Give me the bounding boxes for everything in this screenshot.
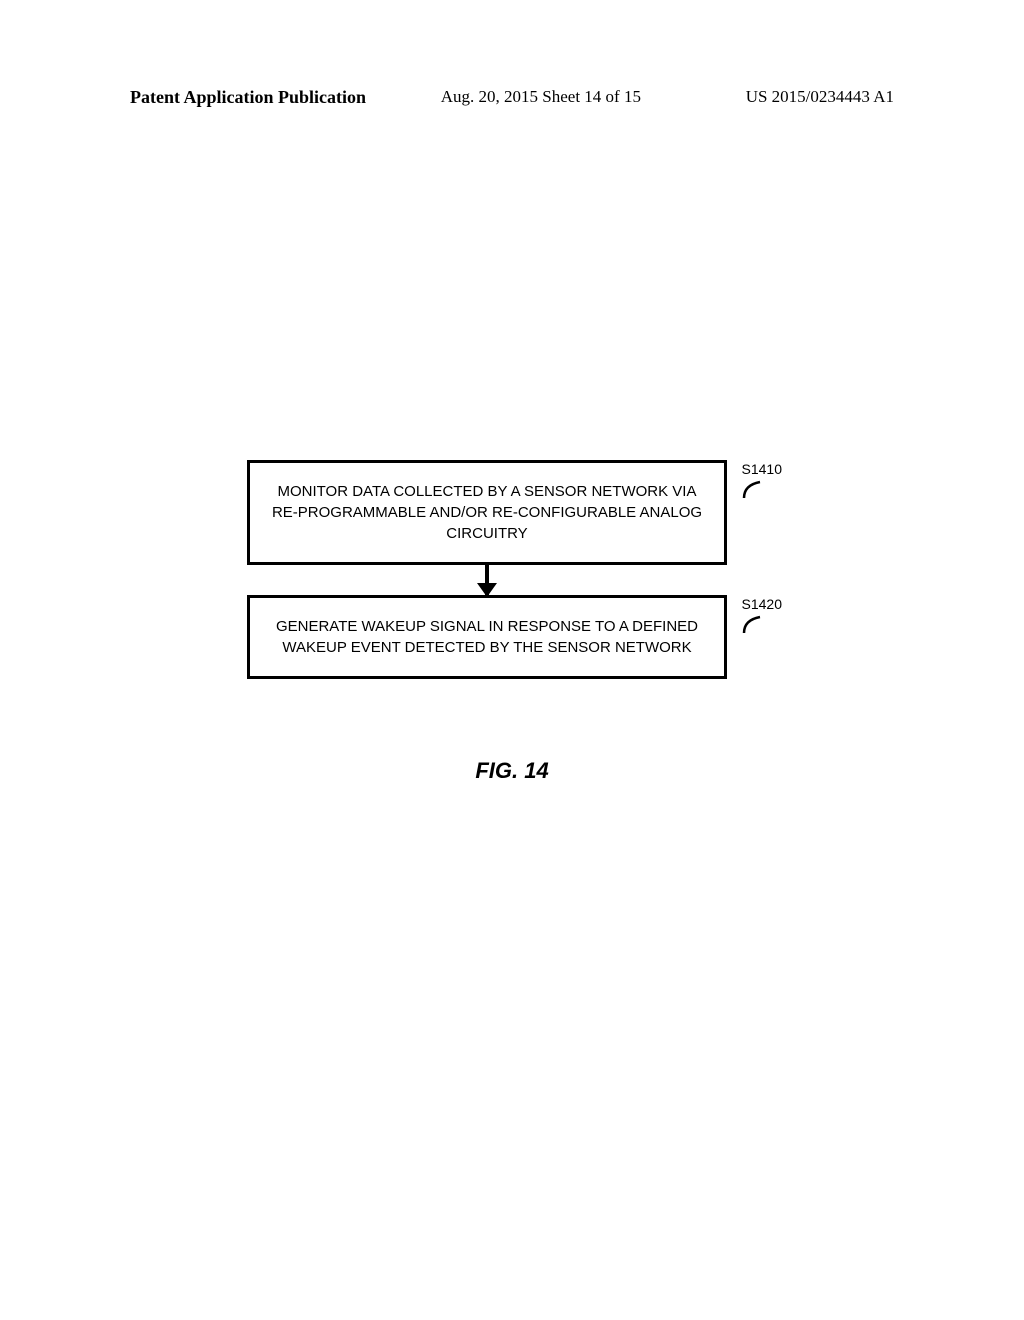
flowchart-arrow xyxy=(247,565,727,595)
arrow-icon xyxy=(485,565,489,595)
callout-curve-icon xyxy=(742,480,762,500)
header-patent-number: US 2015/0234443 A1 xyxy=(746,87,894,108)
flowchart-box-2-text: GENERATE WAKEUP SIGNAL IN RESPONSE TO A … xyxy=(270,616,704,658)
header-publication: Patent Application Publication xyxy=(130,87,366,108)
flowchart: MONITOR DATA COLLECTED BY A SENSOR NETWO… xyxy=(247,460,777,679)
header-date-sheet: Aug. 20, 2015 Sheet 14 of 15 xyxy=(441,87,641,108)
flowchart-box-1-text: MONITOR DATA COLLECTED BY A SENSOR NETWO… xyxy=(270,481,704,544)
callout-curve-icon xyxy=(742,615,762,635)
flowchart-box-1: MONITOR DATA COLLECTED BY A SENSOR NETWO… xyxy=(247,460,727,565)
page-header: Patent Application Publication Aug. 20, … xyxy=(0,87,1024,108)
flowchart-box-2: GENERATE WAKEUP SIGNAL IN RESPONSE TO A … xyxy=(247,595,727,679)
flowchart-box-1-label: S1410 xyxy=(742,460,782,480)
flowchart-box-1-label-wrapper: S1410 xyxy=(742,460,782,500)
flowchart-box-2-label: S1420 xyxy=(742,595,782,615)
figure-label: FIG. 14 xyxy=(475,758,548,784)
flowchart-box-2-label-wrapper: S1420 xyxy=(742,595,782,635)
